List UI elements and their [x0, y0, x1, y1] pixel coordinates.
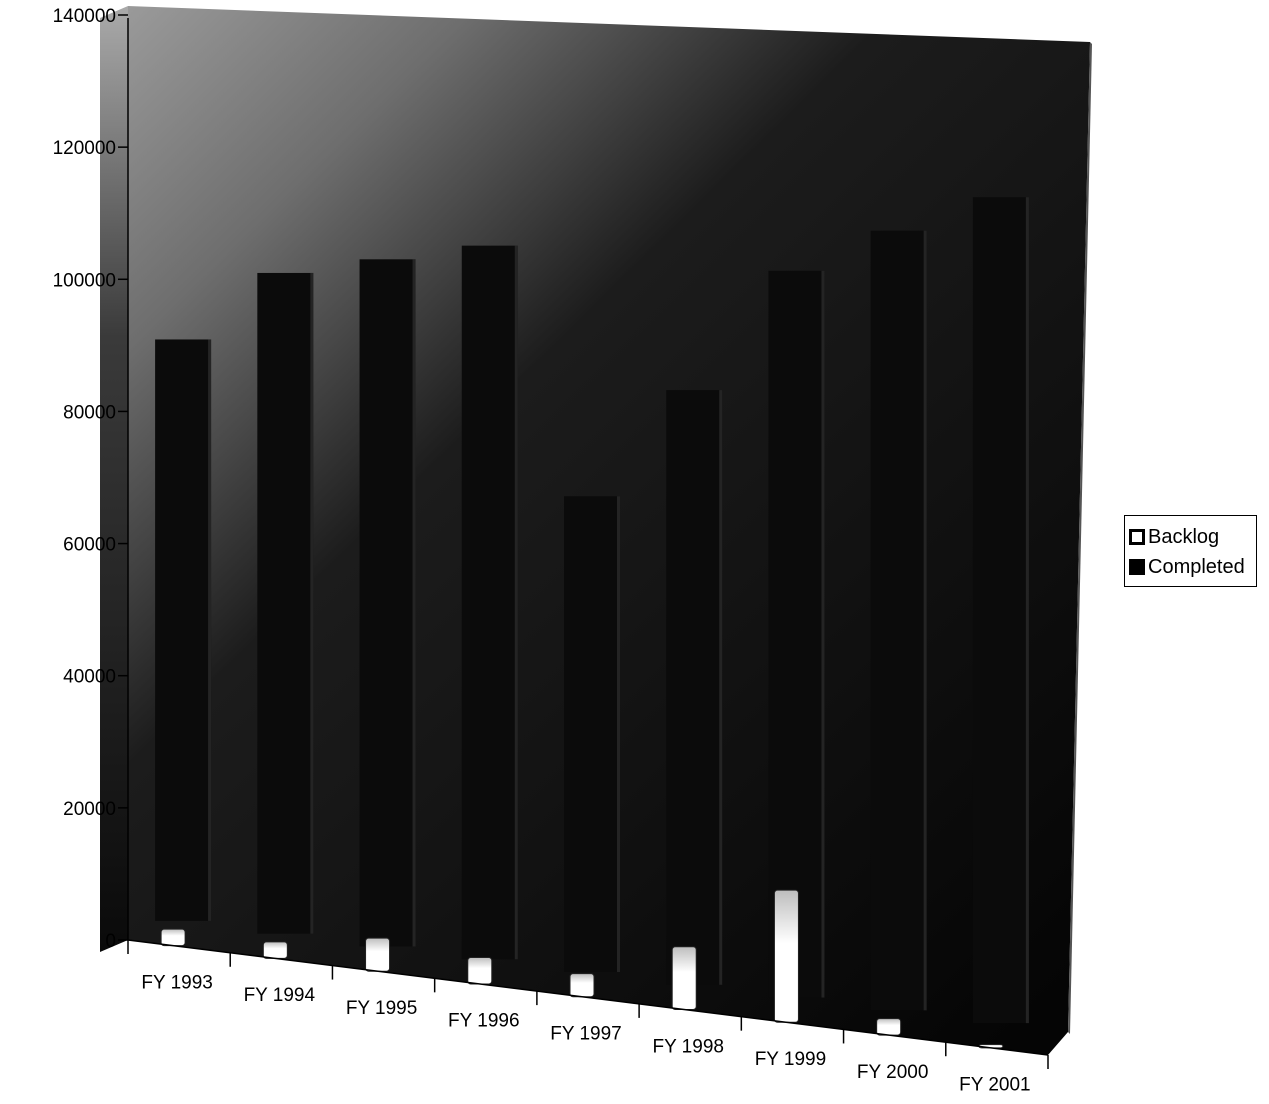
- completed-bar: [461, 245, 518, 960]
- completed-bar: [870, 230, 927, 1011]
- y-axis: 0 20000 40000 60000 80000 100000 120000 140000: [53, 6, 129, 952]
- completed-bar-edge: [310, 272, 314, 934]
- x-category-label: FY 1994: [244, 985, 316, 1006]
- completed-bar: [768, 270, 825, 998]
- y-tick-label: 60000: [63, 535, 116, 556]
- x-category-label: FY 2001: [959, 1075, 1030, 1096]
- backlog-bar: [365, 937, 391, 972]
- completed-bar: [972, 197, 1029, 1024]
- completed-bar-edge: [514, 245, 518, 960]
- completed-bar: [359, 259, 416, 947]
- backlog-bar: [262, 941, 288, 959]
- completed-bars: [155, 197, 1029, 1024]
- completed-bar-edge: [412, 259, 416, 947]
- legend: Backlog Completed: [1124, 515, 1257, 587]
- y-tick-label: 120000: [53, 138, 116, 159]
- completed-bar: [257, 272, 314, 934]
- x-category-label: FY 1997: [550, 1024, 621, 1045]
- legend-label-completed: Completed: [1148, 555, 1245, 578]
- backlog-bar: [569, 973, 595, 998]
- legend-item-completed: Completed: [1129, 552, 1256, 582]
- x-category-label: FY 1998: [652, 1036, 723, 1057]
- x-category-label: FY 1995: [346, 998, 417, 1019]
- completed-bar: [564, 496, 620, 972]
- legend-swatch-completed: [1129, 559, 1145, 575]
- legend-item-backlog: Backlog: [1129, 522, 1256, 552]
- y-tick-label: 20000: [63, 799, 116, 820]
- legend-label-backlog: Backlog: [1148, 525, 1220, 548]
- x-axis-line: [127, 939, 1049, 1056]
- side-wall: [100, 6, 128, 952]
- x-category-label: FY 1993: [141, 972, 212, 993]
- backlog-bar: [773, 889, 799, 1023]
- completed-bar-edge: [923, 230, 927, 1011]
- completed-bar-edge: [719, 390, 723, 985]
- x-category-label: FY 1996: [448, 1011, 519, 1032]
- backlog-bars: [160, 889, 1004, 1049]
- x-category-label: FY 2000: [857, 1062, 928, 1083]
- y-tick-label: 80000: [63, 402, 116, 423]
- y-tick-label: 100000: [53, 270, 116, 291]
- backlog-bar: [671, 946, 697, 1011]
- y-tick-label: 0: [105, 931, 116, 952]
- backlog-bar: [467, 957, 493, 985]
- completed-bar: [666, 390, 723, 985]
- backlog-bar: [160, 928, 186, 947]
- completed-bar-edge: [208, 339, 212, 921]
- x-category-label: FY 1999: [755, 1049, 826, 1070]
- completed-bar-edge: [1025, 197, 1029, 1024]
- y-tick-label: 40000: [63, 667, 116, 688]
- x-axis: FY 1993 FY 1994 FY 1995 FY 1996 FY 1997 FY 19…: [127, 939, 1049, 1096]
- legend-swatch-backlog: [1129, 529, 1145, 545]
- completed-bar-edge: [821, 270, 825, 998]
- completed-bar: [155, 339, 212, 921]
- y-tick-label: 140000: [53, 6, 116, 27]
- wall-edge: [1068, 42, 1092, 1034]
- backlog-bar: [876, 1018, 902, 1036]
- completed-bar-edge: [617, 496, 620, 972]
